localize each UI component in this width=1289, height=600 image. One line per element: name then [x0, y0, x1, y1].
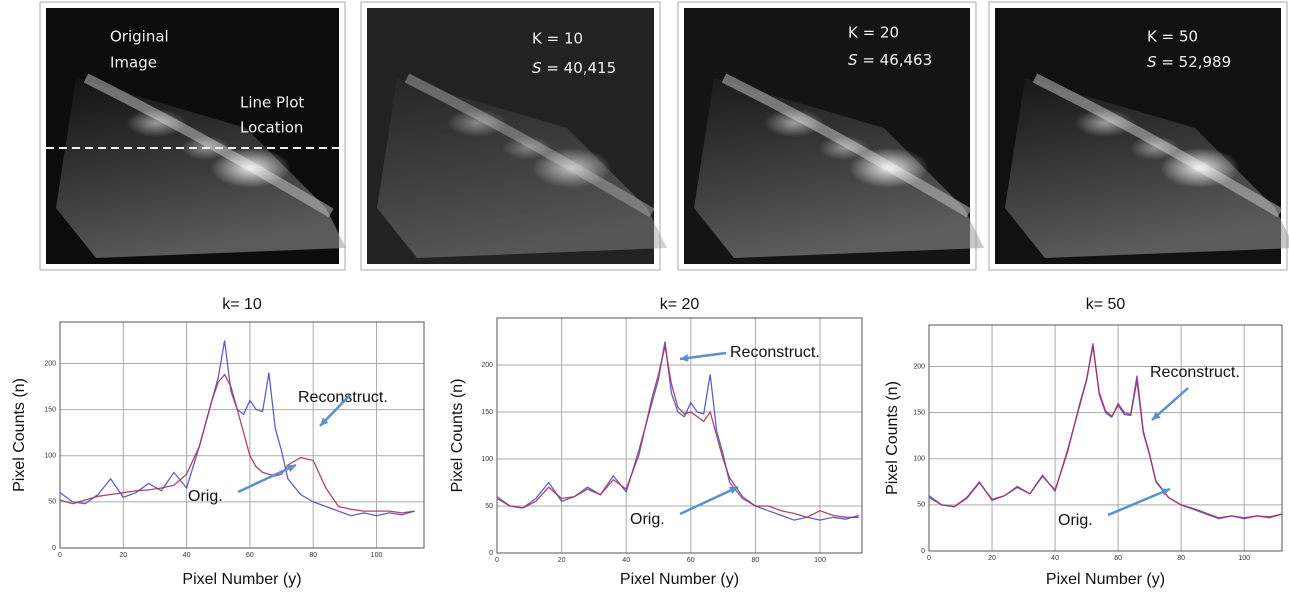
arrow-head: [729, 486, 738, 494]
y-axis-label: Pixel Counts (n): [11, 378, 28, 492]
y-tick-label: 150: [913, 409, 925, 416]
s-symbol: S: [848, 51, 858, 69]
s-symbol: S: [532, 59, 542, 77]
annotation: Reconstruct.: [1150, 364, 1240, 381]
annotation: Orig.: [188, 488, 223, 505]
plot-frame: [496, 317, 863, 554]
y-tick-label: 50: [917, 502, 925, 509]
y-tick-label: 150: [481, 409, 493, 416]
k-label: K = 20: [848, 24, 899, 42]
annotation-arrow: [679, 485, 739, 516]
annotation: Reconstruct.: [730, 344, 820, 361]
x-tick-label: 40: [1051, 555, 1059, 562]
x-tick-label: 0: [927, 555, 931, 562]
x-tick-label: 100: [814, 557, 826, 564]
x-tick-label: 20: [119, 552, 127, 559]
plot-area: [60, 322, 424, 548]
x-tick-label: 60: [1114, 555, 1122, 562]
y-tick-label: 0: [489, 550, 493, 557]
x-tick-label: 80: [309, 552, 317, 559]
x-tick-label: 40: [183, 552, 191, 559]
s-value: = 52,989: [1161, 53, 1231, 71]
s-label: S = 46,463: [848, 51, 932, 69]
arrow-head: [1152, 411, 1161, 420]
x-tick-label: 0: [495, 557, 499, 564]
x-axis-label: Pixel Number (y): [1046, 571, 1165, 588]
y-tick-label: 100: [44, 453, 56, 460]
line-chart: 0 20 40 60 80 100 0 50 100 150 200 k= 10 Pixel Numbe…: [11, 296, 425, 588]
annotation: Reconstruct.: [298, 389, 388, 406]
chart-title: k= 10: [222, 296, 262, 313]
annotation: Orig.: [630, 511, 665, 528]
annotation-arrow: [1107, 487, 1171, 517]
y-tick-label: 0: [52, 545, 56, 552]
x-tick-label: 20: [558, 557, 566, 564]
y-tick-label: 150: [44, 406, 56, 413]
x-tick-label: 80: [1177, 555, 1185, 562]
line-chart: 0 20 40 60 80 100 0 50 100 150 200 k= 20 Pixel Numbe…: [449, 296, 863, 588]
y-axis-label: Pixel Counts (n): [884, 381, 901, 495]
y-tick-label: 200: [913, 363, 925, 370]
series-line: [59, 373, 415, 514]
y-tick-label: 50: [485, 503, 493, 510]
annotation: Orig.: [1058, 512, 1093, 529]
s-symbol: S: [1147, 53, 1157, 71]
panel-label: Original: [110, 28, 169, 46]
plot-area: [929, 325, 1282, 551]
s-label: S = 52,989: [1147, 53, 1231, 71]
x-tick-label: 80: [752, 557, 760, 564]
plot-frame: [59, 321, 425, 549]
s-label: S = 40,415: [532, 59, 616, 77]
x-tick-label: 20: [988, 555, 996, 562]
y-tick-label: 200: [481, 362, 493, 369]
x-tick-label: 0: [58, 552, 62, 559]
series-line: [496, 341, 859, 521]
x-tick-label: 40: [622, 557, 630, 564]
y-tick-label: 0: [921, 548, 925, 555]
y-tick-label: 200: [44, 360, 56, 367]
plot-area: [497, 318, 862, 553]
x-axis-label: Pixel Number (y): [620, 571, 739, 588]
x-axis-label: Pixel Number (y): [182, 571, 301, 588]
k-label: K = 50: [1147, 28, 1198, 46]
series-line: [928, 346, 1283, 519]
y-tick-label: 100: [481, 456, 493, 463]
arrow-head: [1161, 488, 1170, 496]
s-value: = 46,463: [862, 51, 932, 69]
chart-title: k= 20: [660, 296, 700, 313]
arrow-head: [680, 354, 689, 362]
panel-label: Line Plot: [240, 94, 304, 112]
chart-title: k= 50: [1086, 296, 1126, 313]
series-line: [496, 346, 859, 518]
x-tick-label: 100: [1238, 555, 1250, 562]
panel-label: Image: [110, 54, 157, 72]
annotation-arrow: [237, 463, 297, 494]
y-tick-label: 50: [48, 499, 56, 506]
k-label: K = 10: [532, 30, 583, 48]
image-panels: Original Image Line Plot Location K = 10…: [39, 1, 1289, 271]
plot-frame: [928, 324, 1283, 552]
y-tick-label: 100: [913, 456, 925, 463]
series-line: [59, 340, 415, 517]
arrow-head: [287, 464, 296, 472]
x-tick-label: 60: [687, 557, 695, 564]
x-tick-label: 60: [246, 552, 254, 559]
x-tick-label: 100: [371, 552, 383, 559]
y-axis-label: Pixel Counts (n): [449, 379, 466, 493]
panel-label: Location: [240, 119, 303, 137]
line-chart: 0 20 40 60 80 100 0 50 100 150 200 k= 50 Pixel Numbe…: [884, 296, 1283, 588]
s-value: = 40,415: [546, 59, 616, 77]
arrow-head: [320, 417, 329, 426]
